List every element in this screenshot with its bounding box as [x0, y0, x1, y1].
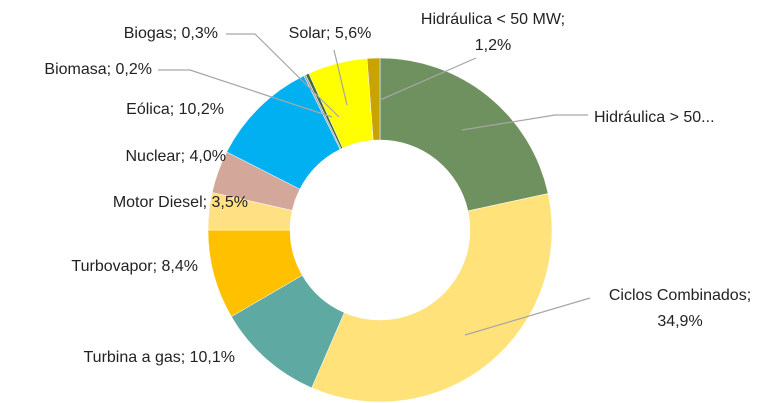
label-line: Turbovapor; 8,4%	[71, 258, 198, 275]
leader-line	[379, 57, 477, 101]
data-label: Turbina a gas; 10,1%	[84, 349, 236, 366]
data-label: Ciclos Combinados; 34,9%	[609, 287, 751, 330]
label-line: Ciclos Combinados;	[609, 287, 751, 304]
label-line: Nuclear; 4,0%	[126, 148, 227, 165]
label-line: Eólica; 10,2%	[126, 101, 224, 118]
data-label: Turbovapor; 8,4%	[71, 258, 198, 275]
leader-line	[333, 49, 348, 106]
label-line: Turbina a gas; 10,1%	[84, 349, 236, 366]
slice	[366, 57, 381, 141]
data-label: Nuclear; 4,0%	[126, 148, 227, 165]
slice	[379, 57, 549, 212]
label-line: Biogas; 0,3%	[124, 25, 218, 42]
slice	[311, 193, 553, 403]
label-line: Hidráulica < 50 MW;	[421, 11, 565, 28]
data-label: Biomasa; 0,2%	[44, 61, 152, 78]
leader-line	[226, 33, 340, 118]
leader-line	[158, 69, 333, 118]
data-label: Eólica; 10,2%	[126, 101, 224, 118]
data-label: Motor Diesel; 3,5%	[113, 194, 248, 211]
label-line: 34,9%	[657, 313, 702, 330]
label-line: Biomasa; 0,2%	[44, 61, 152, 78]
data-label: Biogas; 0,3%	[124, 25, 218, 42]
data-label: Hidráulica < 50 MW; 1,2%	[421, 11, 565, 54]
label-line: 1,2%	[475, 37, 511, 54]
label-line: Solar; 5,6%	[289, 25, 372, 42]
label-line: Motor Diesel; 3,5%	[113, 194, 248, 211]
leader-line	[461, 114, 588, 131]
data-label: Hidráulica > 50...	[594, 109, 715, 126]
label-line: Hidráulica > 50...	[594, 109, 715, 126]
data-label: Solar; 5,6%	[289, 25, 372, 42]
leader-line	[464, 297, 591, 336]
